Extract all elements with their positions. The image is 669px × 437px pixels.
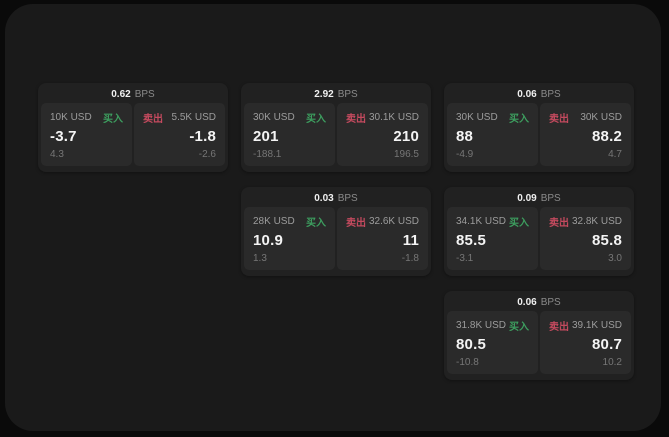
sell-tag: 卖出 [549,218,569,229]
quotes-page: 0.62 BPS 10K USD 买入 -3.7 4.3 卖出 5.5K USD… [5,4,661,431]
sell-panel[interactable]: 卖出 32.6K USD 11 -1.8 [337,207,428,270]
buy-panel[interactable]: 30K USD 买入 88 -4.9 [447,103,538,166]
sell-delta: 4.7 [608,149,622,160]
sell-amount: 39.1K USD [571,320,622,331]
bps-unit-label: BPS [540,193,561,204]
buy-delta: 1.3 [253,253,267,264]
buy-delta: -4.9 [456,149,474,160]
sell-tag: 卖出 [143,114,163,125]
bps-header: 0.06 BPS [447,86,631,103]
sell-delta: -2.6 [198,149,216,160]
buy-tag: 买入 [509,114,529,125]
bps-value: 0.09 [517,193,537,204]
sell-tag: 卖出 [346,218,366,229]
buy-amount: 28K USD [253,216,295,227]
quote-card: 0.03 BPS 28K USD 买入 10.9 1.3 卖出 32.6K US… [241,187,431,276]
quote-card: 0.09 BPS 34.1K USD 买入 85.5 -3.1 卖出 32.8K… [444,187,634,276]
buy-panel[interactable]: 31.8K USD 买入 80.5 -10.8 [447,311,538,374]
sell-value: 85.8 [592,232,622,249]
buy-delta: -188.1 [253,149,282,160]
buy-tag: 买入 [103,114,123,125]
buy-panel[interactable]: 34.1K USD 买入 85.5 -3.1 [447,207,538,270]
sell-panel[interactable]: 卖出 39.1K USD 80.7 10.2 [540,311,631,374]
sell-panel[interactable]: 卖出 5.5K USD -1.8 -2.6 [134,103,225,166]
sell-tag: 卖出 [549,322,569,333]
buy-delta: -3.1 [456,253,474,264]
buy-value: 88 [456,128,474,145]
bps-unit-label: BPS [540,297,561,308]
buy-value: -3.7 [50,128,77,145]
buy-amount: 34.1K USD [456,216,507,227]
buy-amount: 30K USD [253,112,295,123]
sell-panel[interactable]: 卖出 32.8K USD 85.8 3.0 [540,207,631,270]
bps-unit-label: BPS [337,89,358,100]
buy-delta: -10.8 [456,357,479,368]
buy-amount: 10K USD [50,112,92,123]
buy-tag: 买入 [306,114,326,125]
sell-value: 80.7 [592,336,622,353]
buy-panel[interactable]: 10K USD 买入 -3.7 4.3 [41,103,132,166]
buy-panel[interactable]: 28K USD 买入 10.9 1.3 [244,207,335,270]
bps-unit-label: BPS [134,89,155,100]
buy-tag: 买入 [306,218,326,229]
buy-tag: 买入 [509,322,529,333]
bps-value: 0.03 [314,193,334,204]
sell-amount: 30.1K USD [368,112,419,123]
buy-amount: 30K USD [456,112,498,123]
buy-panel[interactable]: 30K USD 买入 201 -188.1 [244,103,335,166]
bps-value: 0.06 [517,297,537,308]
sell-delta: 10.2 [602,357,622,368]
buy-delta: 4.3 [50,149,64,160]
buy-value: 80.5 [456,336,486,353]
bps-header: 2.92 BPS [244,86,428,103]
sell-value: 11 [402,232,419,249]
sell-value: 88.2 [592,128,622,145]
quote-card: 2.92 BPS 30K USD 买入 201 -188.1 卖出 30.1K … [241,83,431,172]
sell-value: -1.8 [189,128,216,145]
bps-value: 0.06 [517,89,537,100]
sell-delta: -1.8 [401,253,419,264]
sell-amount: 32.8K USD [571,216,622,227]
sell-amount: 32.6K USD [368,216,419,227]
bps-unit-label: BPS [337,193,358,204]
sell-value: 210 [393,128,419,145]
buy-value: 201 [253,128,279,145]
buy-tag: 买入 [509,218,529,229]
quote-card: 0.06 BPS 31.8K USD 买入 80.5 -10.8 卖出 39.1… [444,291,634,380]
sell-delta: 196.5 [393,149,419,160]
bps-header: 0.03 BPS [244,190,428,207]
sell-tag: 卖出 [549,114,569,125]
bps-header: 0.09 BPS [447,190,631,207]
bps-header: 0.06 BPS [447,294,631,311]
buy-amount: 31.8K USD [456,320,507,331]
bps-unit-label: BPS [540,89,561,100]
buy-value: 10.9 [253,232,283,249]
sell-tag: 卖出 [346,114,366,125]
sell-delta: 3.0 [608,253,622,264]
quote-card: 0.62 BPS 10K USD 买入 -3.7 4.3 卖出 5.5K USD… [38,83,228,172]
quote-card: 0.06 BPS 30K USD 买入 88 -4.9 卖出 30K USD 8… [444,83,634,172]
bps-header: 0.62 BPS [41,86,225,103]
sell-amount: 30K USD [580,112,622,123]
buy-value: 85.5 [456,232,486,249]
sell-amount: 5.5K USD [171,112,216,123]
bps-value: 2.92 [314,89,334,100]
sell-panel[interactable]: 卖出 30K USD 88.2 4.7 [540,103,631,166]
bps-value: 0.62 [111,89,131,100]
sell-panel[interactable]: 卖出 30.1K USD 210 196.5 [337,103,428,166]
